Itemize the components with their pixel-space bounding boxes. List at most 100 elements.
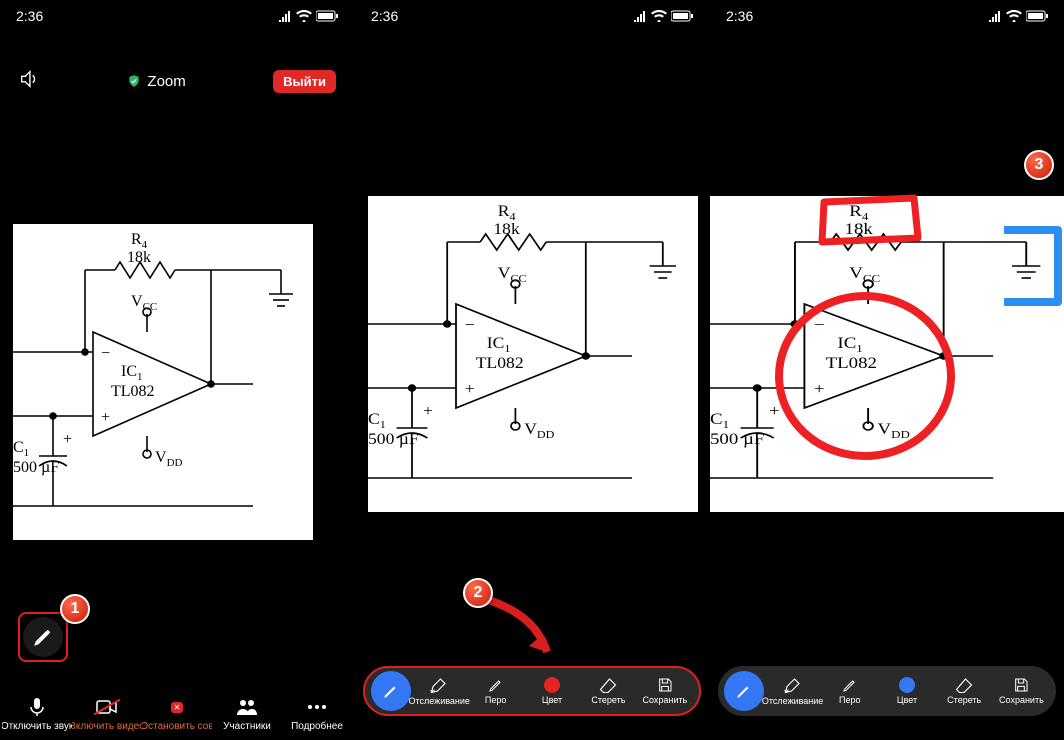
signal-icon — [278, 10, 292, 22]
status-bar: 2:36 — [355, 0, 709, 26]
svg-text:500 µF: 500 µF — [710, 429, 765, 447]
svg-text:C1: C1 — [710, 409, 729, 430]
video-button[interactable]: Включить видео — [72, 676, 142, 732]
svg-text:VCC: VCC — [131, 293, 157, 313]
screenshot-panel-1: 2:36 Zoom Выйти — [0, 0, 354, 740]
svg-text:C1: C1 — [368, 410, 386, 431]
leave-button[interactable]: Выйти — [273, 70, 336, 93]
status-icons — [278, 10, 338, 22]
meeting-title[interactable]: Zoom — [127, 73, 185, 90]
svg-text:+: + — [769, 401, 780, 419]
svg-text:18k: 18k — [845, 219, 874, 237]
pen-tool[interactable]: Перо — [821, 677, 878, 705]
annotation-close-button[interactable] — [371, 671, 411, 711]
status-bar: 2:36 — [710, 0, 1064, 26]
svg-text:C1: C1 — [13, 439, 29, 459]
zoom-top-bar: Zoom Выйти — [0, 26, 354, 96]
meeting-controls: Отключить звук Включить видео ✕ Останови… — [0, 672, 354, 740]
speaker-button[interactable] — [18, 68, 40, 95]
shield-icon — [127, 74, 141, 88]
erase-tool[interactable]: Стереть — [936, 677, 993, 705]
svg-text:VDD: VDD — [524, 420, 554, 441]
svg-text:VDD: VDD — [878, 419, 911, 440]
screenshot-panel-3: 2:36 3 — [710, 0, 1064, 740]
battery-icon — [316, 10, 338, 22]
svg-text:−: − — [101, 345, 110, 362]
svg-text:−: − — [465, 316, 475, 334]
callout-arrow — [475, 594, 595, 674]
color-swatch-red — [544, 677, 560, 693]
spotlight-icon — [784, 676, 802, 694]
eraser-icon — [955, 677, 973, 693]
save-tool[interactable]: Сохранить — [637, 677, 693, 705]
shared-screen-content: R4 18k VCC −+ IC1 TL082 + C1 500 µF VDD — [710, 196, 1064, 512]
svg-text:IC1: IC1 — [837, 333, 862, 354]
svg-text:+: + — [423, 402, 433, 420]
status-icons — [633, 10, 693, 22]
stop-share-button[interactable]: ✕ Остановить сов — [142, 676, 212, 732]
save-icon — [657, 677, 673, 693]
battery-icon — [671, 10, 693, 22]
svg-text:+: + — [814, 379, 825, 397]
status-icons — [988, 10, 1048, 22]
step-badge-1: 1 — [60, 594, 90, 624]
svg-text:+: + — [465, 380, 475, 398]
more-icon — [306, 703, 328, 711]
shared-screen-content: R4 18k VCC −+ IC1 TL082 + C1 500 µF VDD — [368, 196, 698, 512]
pencil-icon — [382, 682, 400, 700]
wifi-icon — [1006, 10, 1022, 22]
svg-text:TL082: TL082 — [476, 354, 524, 372]
annotation-close-button[interactable] — [724, 671, 764, 711]
svg-text:TL082: TL082 — [111, 383, 155, 400]
shared-screen-content: R4 18k VCC − + IC1 TL082 + C1 500 µF VDD — [13, 224, 313, 540]
speaker-icon — [18, 68, 40, 90]
svg-text:18k: 18k — [127, 249, 151, 266]
eraser-icon — [599, 677, 617, 693]
save-tool[interactable]: Сохранить — [993, 677, 1050, 705]
svg-text:IC1: IC1 — [487, 334, 511, 355]
signal-icon — [988, 10, 1002, 22]
stop-icon: ✕ — [171, 702, 184, 713]
mic-icon — [28, 697, 46, 717]
signal-icon — [633, 10, 647, 22]
svg-text:VCC: VCC — [849, 263, 880, 284]
pen-tool[interactable]: Перо — [467, 677, 523, 705]
spotlight-tool[interactable]: Отслеживание — [411, 676, 467, 706]
pencil-icon — [33, 627, 53, 647]
screenshot-panel-2: 2:36 — [355, 0, 709, 740]
svg-text:+: + — [63, 431, 72, 448]
erase-tool[interactable]: Стереть — [580, 677, 636, 705]
pen-icon — [842, 677, 858, 693]
status-bar: 2:36 — [0, 0, 354, 26]
save-icon — [1013, 677, 1029, 693]
svg-text:TL082: TL082 — [826, 353, 877, 371]
svg-text:IC1: IC1 — [121, 363, 143, 383]
svg-text:VCC: VCC — [498, 264, 527, 285]
annotate-button[interactable] — [18, 612, 68, 662]
svg-text:18k: 18k — [493, 220, 520, 238]
color-tool[interactable]: Цвет — [524, 677, 580, 705]
svg-text:VDD: VDD — [155, 449, 183, 469]
more-button[interactable]: Подробнее — [282, 676, 352, 732]
participants-button[interactable]: Участники — [212, 676, 282, 732]
status-time: 2:36 — [371, 8, 398, 24]
wifi-icon — [651, 10, 667, 22]
color-swatch-blue — [899, 677, 915, 693]
participants-icon — [236, 698, 258, 716]
step-badge-2: 2 — [463, 578, 493, 608]
status-time: 2:36 — [726, 8, 753, 24]
svg-text:500 µF: 500 µF — [13, 459, 59, 476]
svg-text:500 µF: 500 µF — [368, 430, 419, 448]
color-tool[interactable]: Цвет — [878, 677, 935, 705]
mute-button[interactable]: Отключить звук — [2, 676, 72, 732]
wifi-icon — [296, 10, 312, 22]
svg-text:R4: R4 — [131, 231, 148, 251]
svg-text:−: − — [814, 315, 825, 333]
annotation-toolbar: Отслеживание Перо Цвет Стереть Сохранить — [718, 666, 1056, 716]
battery-icon — [1026, 10, 1048, 22]
status-time: 2:36 — [16, 8, 43, 24]
spotlight-icon — [430, 676, 448, 694]
step-badge-3: 3 — [1024, 150, 1054, 180]
pen-icon — [488, 677, 504, 693]
spotlight-tool[interactable]: Отслеживание — [764, 676, 821, 706]
